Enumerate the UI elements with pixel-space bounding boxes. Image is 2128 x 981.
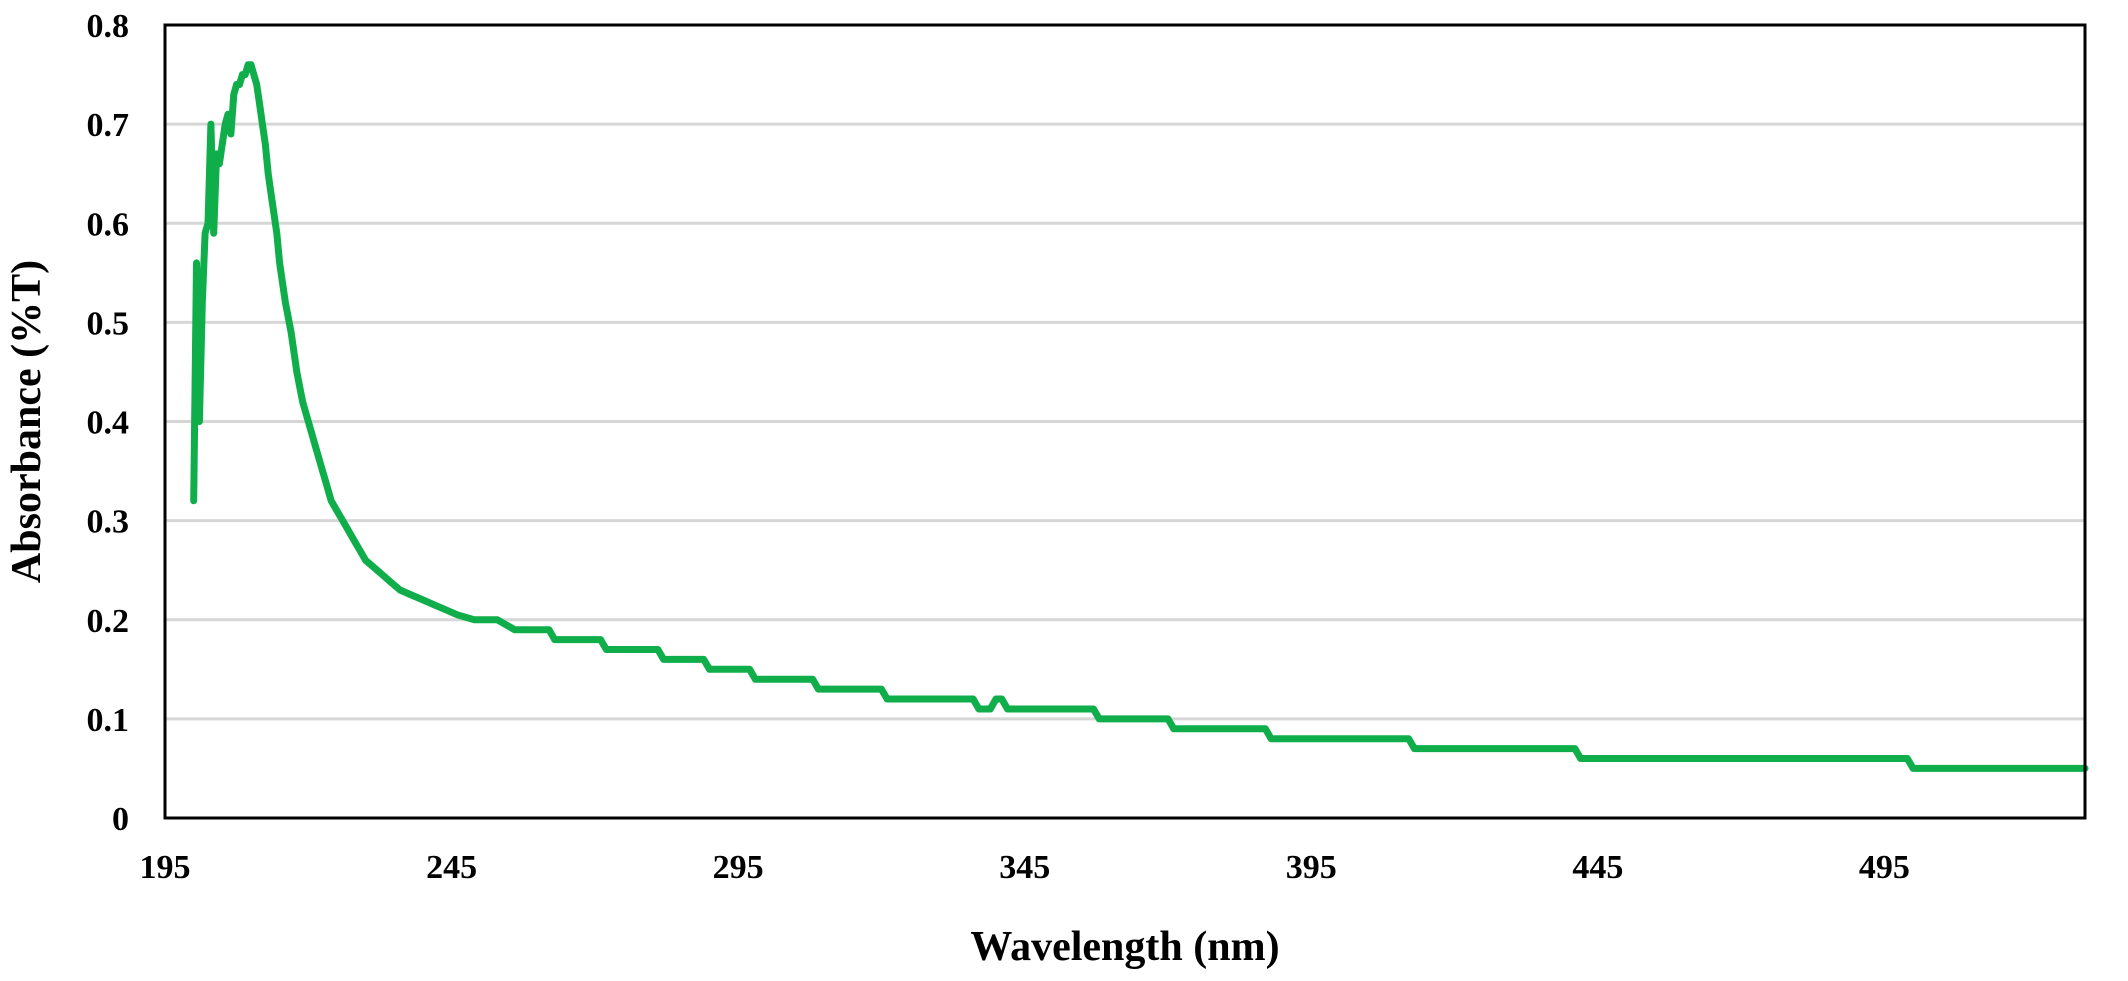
y-tick-label: 0.3: [87, 504, 130, 541]
y-tick-label: 0.8: [87, 8, 130, 45]
gridlines: [165, 122, 2085, 721]
y-tick-labels: 0 0.1 0.2 0.3 0.4 0.5 0.6 0.7 0.8: [87, 8, 130, 838]
y-tick-label: 0.4: [87, 405, 130, 442]
x-tick-label: 195: [140, 849, 191, 886]
y-tick-label: 0.7: [87, 107, 130, 144]
series-layer: [190, 61, 2089, 772]
absorbance-series-line: [190, 61, 2089, 772]
x-tick-label: 345: [999, 849, 1050, 886]
y-tick-label: 0: [112, 801, 129, 838]
x-tick-label: 245: [426, 849, 477, 886]
y-axis-title: Absorbance (%T): [4, 260, 50, 583]
x-tick-labels: 195 245 295 345 395 445 495: [140, 849, 1910, 886]
plot-frame: [163, 23, 2087, 820]
y-tick-label: 0.2: [87, 603, 130, 640]
x-tick-label: 395: [1286, 849, 1337, 886]
x-tick-label: 295: [713, 849, 764, 886]
y-tick-label: 0.6: [87, 206, 130, 243]
x-axis-title: Wavelength (nm): [970, 924, 1279, 970]
y-tick-label: 0.1: [87, 702, 130, 739]
x-tick-label: 445: [1572, 849, 1623, 886]
x-tick-label: 495: [1859, 849, 1910, 886]
y-tick-label: 0.5: [87, 305, 130, 342]
